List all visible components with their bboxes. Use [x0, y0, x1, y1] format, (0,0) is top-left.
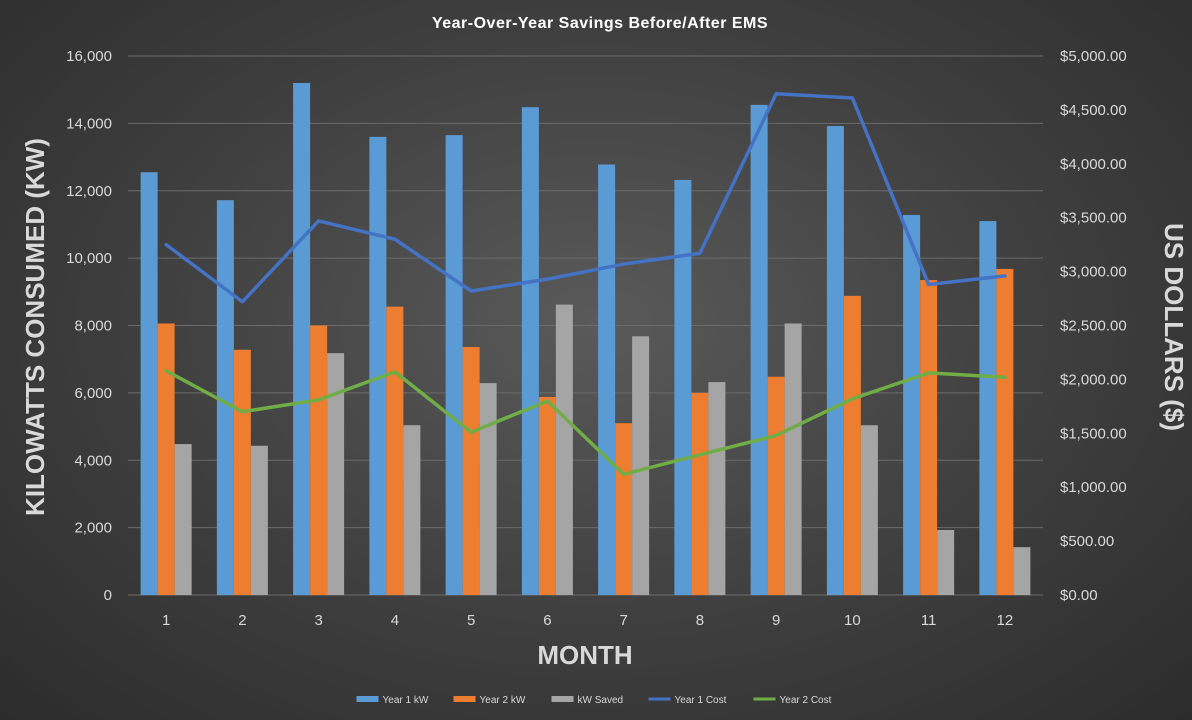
- x-tick-label: 8: [696, 612, 704, 629]
- x-tick-label: 7: [619, 612, 627, 629]
- bar: [843, 295, 861, 595]
- bar: [403, 425, 421, 595]
- legend-label: Year 2 Cost: [780, 695, 832, 706]
- bar: [445, 135, 463, 595]
- y2-tick-label: $0.00: [1060, 587, 1098, 604]
- bar: [826, 126, 844, 595]
- y-tick-label: 6,000: [74, 385, 112, 402]
- bar: [369, 136, 387, 595]
- line-series: [164, 91, 1007, 477]
- bar: [996, 268, 1014, 595]
- chart-title: Year-Over-Year Savings Before/After EMS: [432, 15, 768, 32]
- bar: [708, 382, 726, 595]
- bar: [1013, 547, 1031, 595]
- bar-series: [140, 82, 1031, 596]
- y2-tick-label: $4,000.00: [1060, 156, 1127, 173]
- bar: [538, 396, 556, 595]
- bar: [615, 423, 633, 595]
- bar: [691, 392, 709, 595]
- y2-tick-label: $3,500.00: [1060, 210, 1127, 227]
- bar: [310, 325, 328, 595]
- y2-tick-label: $3,000.00: [1060, 264, 1127, 281]
- bar: [784, 323, 802, 595]
- y2-tick-label: $500.00: [1060, 533, 1114, 550]
- y-tick-label: 2,000: [74, 520, 112, 537]
- bar: [750, 104, 768, 596]
- legend-swatch: [453, 696, 476, 702]
- bar: [903, 215, 921, 595]
- bar: [462, 347, 480, 595]
- y2-tick-label: $1,000.00: [1060, 479, 1127, 496]
- legend-swatch: [356, 696, 379, 702]
- bar: [632, 336, 650, 595]
- bar: [521, 107, 539, 595]
- y-tick-label: 10,000: [66, 250, 112, 267]
- y-axis-title: KILOWATTS CONSUMED (KW): [20, 138, 50, 516]
- y2-tick-label: $2,500.00: [1060, 318, 1127, 335]
- y-tick-label: 8,000: [74, 318, 112, 335]
- bar: [937, 529, 955, 595]
- bar: [979, 221, 997, 595]
- x-tick-label: 6: [543, 612, 551, 629]
- x-tick-label: 12: [997, 612, 1014, 629]
- bar: [386, 306, 404, 595]
- legend-label: Year 1 Cost: [675, 695, 727, 706]
- bar: [860, 425, 878, 595]
- bar: [479, 383, 497, 595]
- bar: [174, 444, 192, 595]
- legend-label: Year 1 kW: [383, 695, 429, 706]
- y2-axis-title: US DOLLARS ($): [1159, 223, 1189, 431]
- x-tick-label: 3: [314, 612, 322, 629]
- y-tick-label: 12,000: [66, 183, 112, 200]
- legend-label: kW Saved: [578, 695, 624, 706]
- bar: [293, 82, 311, 595]
- y2-tick-label: $5,000.00: [1060, 48, 1127, 65]
- x-tick-label: 1: [162, 612, 170, 629]
- y2-tick-label: $2,000.00: [1060, 371, 1127, 388]
- bar: [598, 164, 616, 595]
- y-tick-label: 16,000: [66, 48, 112, 65]
- y2-tick-label: $4,500.00: [1060, 102, 1127, 119]
- legend-label: Year 2 kW: [480, 695, 526, 706]
- bar: [157, 323, 175, 595]
- bar: [674, 179, 692, 595]
- bar: [555, 304, 573, 595]
- bar: [216, 200, 234, 595]
- x-tick-label: 11: [921, 612, 937, 629]
- series-line: [164, 91, 1007, 304]
- axis-ticks: 0 2,000 4,000 6,000 8,000 10,000 12,000 14,000 1…: [66, 48, 1127, 629]
- bar: [233, 349, 251, 595]
- bar: [767, 376, 785, 595]
- legend: Year 1 kW Year 2 kW kW Saved Year 1 Cost Yea…: [356, 695, 832, 706]
- x-tick-label: 10: [844, 612, 861, 629]
- bar: [920, 280, 938, 595]
- x-tick-label: 4: [391, 612, 399, 629]
- series-line: [164, 369, 1007, 477]
- x-tick-label: 5: [467, 612, 475, 629]
- x-tick-label: 2: [238, 612, 246, 629]
- y-tick-label: 0: [104, 587, 112, 604]
- x-axis-title: MONTH: [537, 640, 632, 670]
- x-tick-label: 9: [772, 612, 780, 629]
- y-tick-label: 4,000: [74, 452, 112, 469]
- gridlines: [128, 55, 1043, 596]
- y2-tick-label: $1,500.00: [1060, 425, 1127, 442]
- bar: [250, 445, 268, 595]
- legend-swatch: [551, 696, 574, 702]
- bar: [327, 353, 345, 595]
- y-tick-label: 14,000: [66, 115, 112, 132]
- bar: [140, 172, 158, 596]
